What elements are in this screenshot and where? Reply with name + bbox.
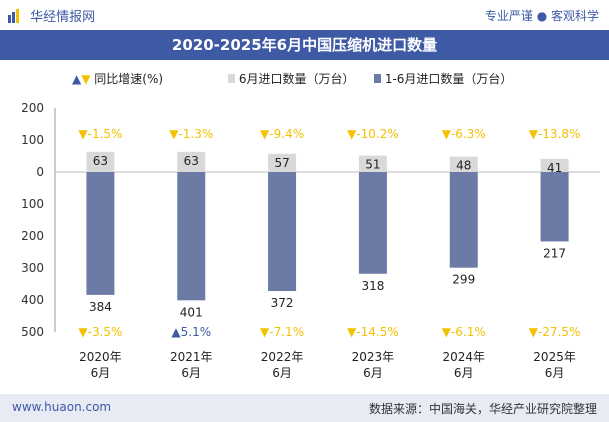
legend-cumulative: 1-6月进口数量（万台）	[374, 70, 512, 87]
brand-name: 华经情报网	[30, 10, 96, 25]
x-tick-label: 2020年	[79, 350, 122, 364]
down-triangle-icon: ▼	[81, 72, 91, 86]
y-tick-label: 200	[21, 229, 44, 243]
bar-monthly-value-label: 51	[365, 158, 380, 172]
y-tick-label: 100	[21, 197, 44, 211]
bar-cumulative	[449, 172, 478, 268]
x-tick-label: 6月	[272, 366, 292, 380]
footer-source: 数据来源：中国海关，华经产业研究院整理	[368, 402, 597, 416]
legend-monthly-label: 6月进口数量（万台）	[238, 72, 355, 86]
y-tick-label: 200	[21, 101, 44, 115]
footer-website[interactable]: www.huaon.com	[12, 400, 112, 414]
growth-cumulative-label: ▼-3.5%	[78, 325, 122, 339]
growth-cumulative-label: ▼-6.1%	[442, 325, 486, 339]
bar-monthly	[86, 151, 115, 172]
tagline: 专业严谨 ● 客观科学	[484, 9, 599, 23]
x-tick-label: 2024年	[442, 350, 485, 364]
growth-monthly-label: ▼-10.2%	[347, 127, 399, 141]
bar-monthly-value-label: 63	[93, 154, 108, 168]
bar-cumulative-value-label: 318	[361, 279, 384, 293]
bar-monthly	[177, 151, 206, 172]
chart-plot: 200 100 0 100 200 300 400 500 63 384 ▼-1.5% ▼-3.5% 2…	[21, 101, 600, 380]
growth-monthly-label: ▼-1.5%	[78, 127, 122, 141]
y-tick-label: 300	[21, 261, 44, 275]
growth-monthly-label: ▼-1.3%	[169, 127, 213, 141]
bar-monthly-value-label: 57	[274, 156, 289, 170]
bar-cumulative-value-label: 384	[89, 300, 112, 314]
x-tick-label: 2023年	[352, 350, 395, 364]
bar-monthly-value-label: 48	[456, 159, 471, 173]
x-tick-label: 2021年	[170, 350, 213, 364]
x-tick-label: 6月	[545, 366, 565, 380]
legend-cumulative-label: 1-6月进口数量（万台）	[384, 72, 513, 86]
up-triangle-icon: ▲	[72, 72, 82, 86]
brand-logo-icon	[8, 9, 19, 23]
growth-cumulative-label: ▼-14.5%	[347, 325, 399, 339]
bar-cumulative	[86, 172, 115, 295]
x-tick-label: 6月	[454, 366, 474, 380]
bar-monthly	[449, 156, 478, 172]
bar-cumulative	[177, 172, 206, 301]
growth-monthly-label: ▼-9.4%	[260, 127, 304, 141]
growth-monthly-label: ▼-6.3%	[442, 127, 486, 141]
x-tick-label: 6月	[91, 366, 111, 380]
x-tick-label: 2025年	[533, 350, 576, 364]
bar-cumulative-value-label: 299	[452, 273, 475, 287]
bar-monthly	[540, 158, 569, 172]
x-tick-label: 6月	[363, 366, 383, 380]
x-tick-label: 2022年	[261, 350, 304, 364]
bar-monthly	[268, 153, 297, 172]
x-tick-label: 6月	[181, 366, 201, 380]
legend: ▲▼ 同比增速(%) 6月进口数量（万台） 1-6月进口数量（万台）	[0, 66, 609, 90]
y-tick-label: 500	[21, 325, 44, 339]
legend-monthly: 6月进口数量（万台）	[228, 70, 354, 87]
bar-cumulative	[358, 172, 387, 274]
bar-cumulative-value-label: 217	[543, 246, 566, 260]
y-tick-label: 100	[21, 133, 44, 147]
bar-cumulative	[268, 172, 297, 292]
brand[interactable]: 华经情报网	[8, 6, 95, 25]
y-tick-label: 400	[21, 293, 44, 307]
legend-growth-label: 同比增速(%)	[94, 72, 164, 86]
bar-cumulative-value-label: 401	[180, 305, 203, 319]
bar-cumulative-value-label: 372	[271, 296, 294, 310]
growth-cumulative-label: ▲5.1%	[171, 325, 211, 339]
bar-cumulative	[540, 172, 569, 242]
legend-growth: ▲▼ 同比增速(%)	[72, 70, 163, 87]
footer: www.huaon.com 数据来源：中国海关，华经产业研究院整理	[0, 394, 609, 422]
y-tick-label: 0	[36, 165, 44, 179]
legend-cumulative-swatch	[374, 74, 381, 83]
legend-monthly-swatch	[228, 74, 235, 83]
bar-monthly-value-label: 63	[184, 154, 199, 168]
growth-cumulative-label: ▼-7.1%	[260, 325, 304, 339]
growth-monthly-label: ▼-13.8%	[529, 127, 581, 141]
top-bar: 华经情报网 专业严谨 ● 客观科学	[0, 0, 609, 30]
bar-monthly-value-label: 41	[547, 161, 562, 175]
chart-title: 2020-2025年6月中国压缩机进口数量	[0, 30, 609, 60]
growth-cumulative-label: ▼-27.5%	[529, 325, 581, 339]
bar-monthly	[358, 155, 387, 172]
